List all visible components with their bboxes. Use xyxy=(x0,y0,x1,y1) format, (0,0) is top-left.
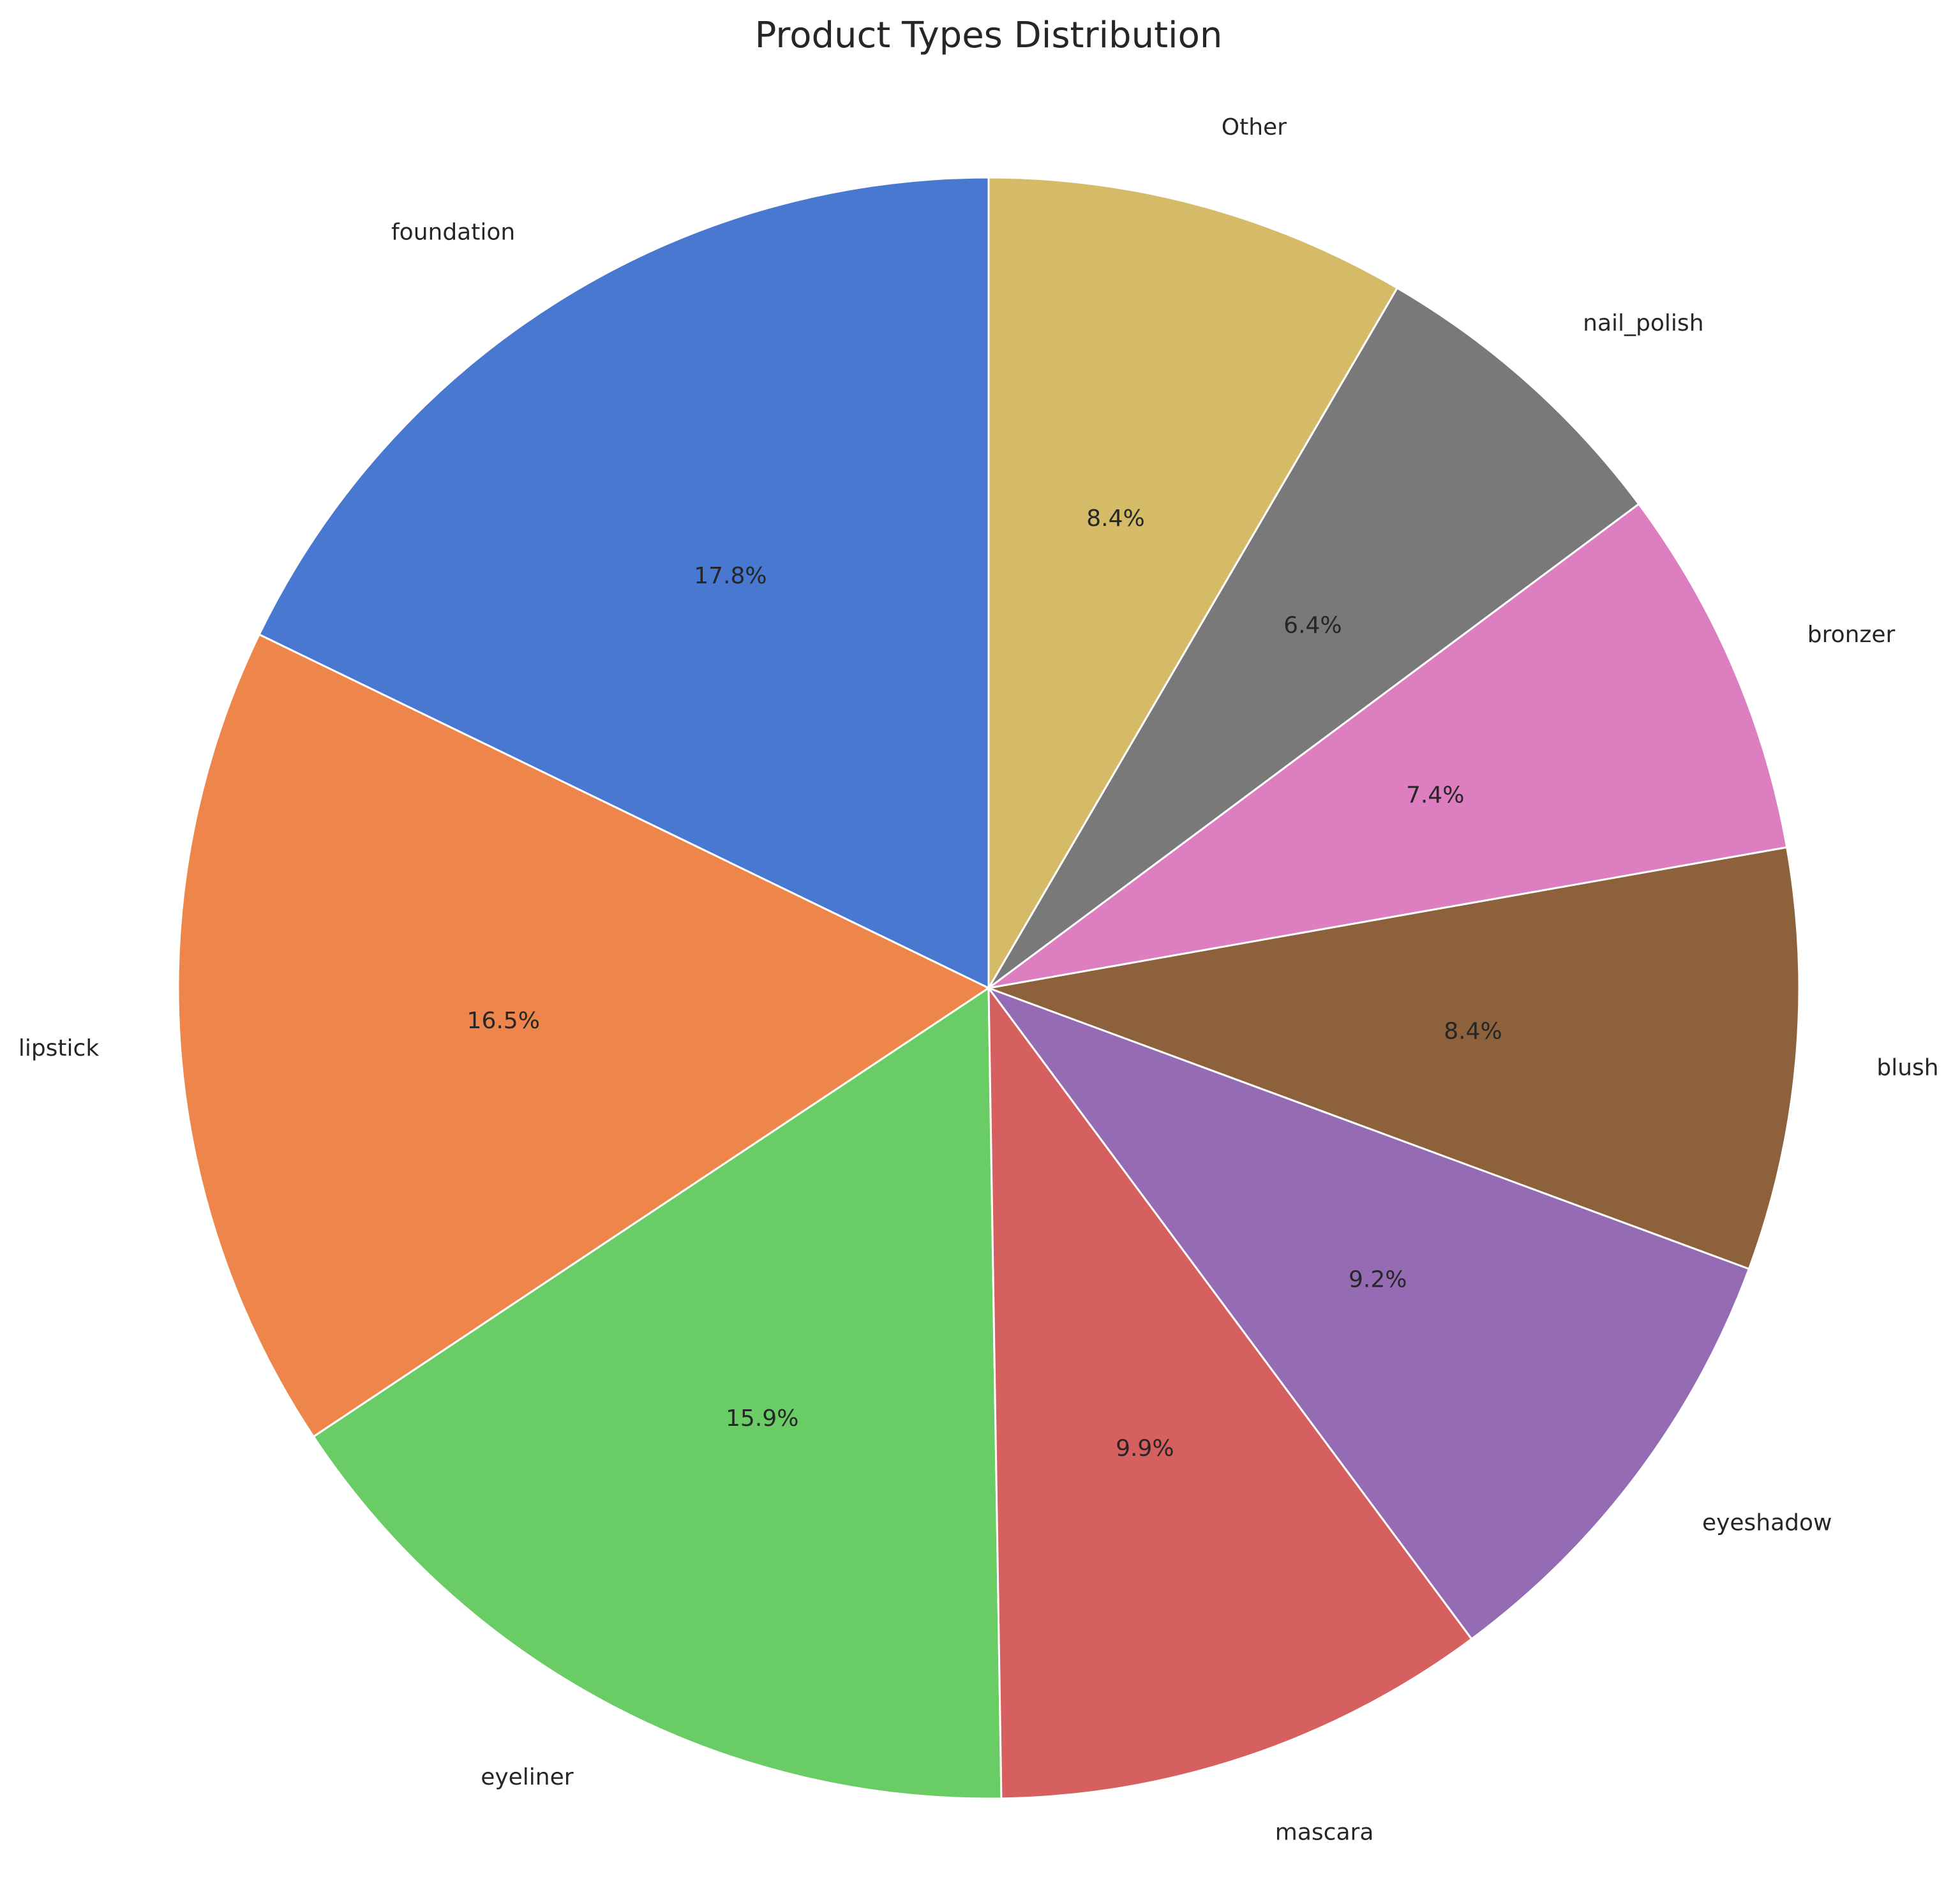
pie-slice-foundation xyxy=(258,176,990,990)
slice-percent-foundation: 17.8% xyxy=(694,563,767,589)
chart-title: Product Types Distribution xyxy=(755,15,1223,56)
slice-label-eyeliner: eyeliner xyxy=(481,1764,574,1790)
slice-label-other: Other xyxy=(1222,114,1287,140)
pie-slice-mascara xyxy=(987,985,1473,1800)
slice-label-eyeshadow: eyeshadow xyxy=(1702,1509,1832,1536)
slice-percent-bronzer: 7.4% xyxy=(1406,783,1464,809)
slice-label-foundation: foundation xyxy=(391,220,515,246)
slice-label-mascara: mascara xyxy=(1275,1819,1374,1845)
pie-percent-labels: 17.8% 16.5% 15.9% 9.9% 9.2% 8.4% 7.4% 6.4% 8.4% xyxy=(467,506,1502,1462)
slice-percent-nail-polish: 6.4% xyxy=(1283,612,1342,638)
slice-label-nail-polish: nail_polish xyxy=(1583,310,1703,336)
slice-percent-lipstick: 16.5% xyxy=(467,1008,540,1034)
pie-slice-bronzer xyxy=(988,502,1788,989)
pie-slice-lipstick xyxy=(177,633,991,1438)
pie-slice-eyeliner xyxy=(312,986,1003,1800)
pie-slice-nail-polish xyxy=(987,287,1640,989)
slice-label-bronzer: bronzer xyxy=(1807,622,1896,648)
slice-percent-eyeshadow: 9.2% xyxy=(1349,1266,1407,1292)
pie-slices xyxy=(177,176,1800,1800)
slice-percent-eyeliner: 15.9% xyxy=(726,1405,798,1432)
pie-slice-other xyxy=(987,176,1399,992)
slice-label-blush: blush xyxy=(1876,1055,1938,1081)
slice-percent-mascara: 9.9% xyxy=(1116,1435,1174,1462)
pie-labels: foundation lipstick eyeliner mascara eyeshad… xyxy=(19,114,1939,1845)
pie-slice-eyeshadow xyxy=(985,985,1751,1640)
slice-label-lipstick: lipstick xyxy=(19,1035,100,1061)
slice-percent-blush: 8.4% xyxy=(1444,1019,1502,1045)
slice-percent-other: 8.4% xyxy=(1086,506,1144,532)
